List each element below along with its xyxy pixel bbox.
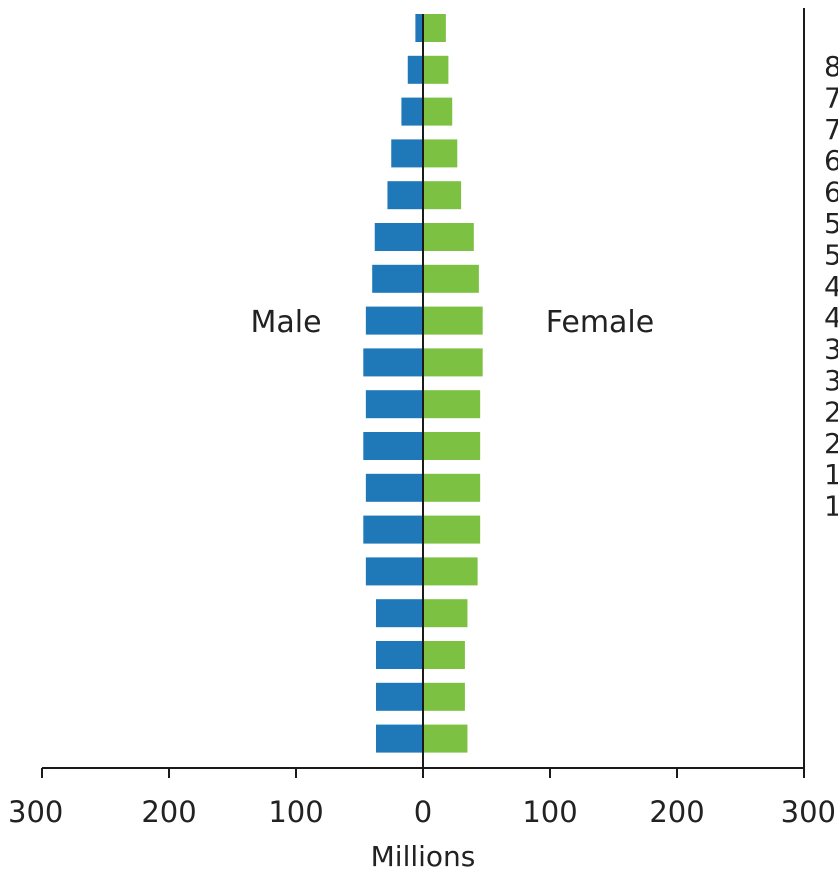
male-bar-5 (387, 181, 423, 210)
age-label-8: 4 (824, 270, 838, 303)
x-tick-label-3: 0 (414, 795, 432, 829)
male-bar-15 (376, 599, 423, 628)
female-bar-14 (423, 557, 478, 586)
age-label-10: 3 (824, 333, 838, 366)
male-bar-3 (401, 97, 423, 126)
male-bar-9 (363, 348, 423, 377)
x-tick-label-2: 100 (268, 795, 323, 829)
female-bar-15 (423, 599, 468, 628)
female-label: Female (546, 305, 654, 340)
female-bar-2 (423, 55, 449, 84)
male-bar-17 (376, 682, 423, 711)
female-bar-17 (423, 682, 465, 711)
female-bar-10 (423, 390, 481, 419)
x-tick-label-4: 100 (522, 795, 577, 829)
male-bar-2 (407, 55, 423, 84)
female-bar-13 (423, 515, 481, 544)
female-bar-7 (423, 264, 479, 293)
male-bar-1 (415, 14, 423, 42)
male-bar-4 (391, 139, 423, 168)
male-label: Male (250, 305, 321, 340)
x-tick-label-1: 200 (141, 795, 196, 829)
age-label-12: 2 (824, 395, 838, 428)
age-label-15: 1 (824, 490, 838, 523)
age-label-9: 4 (824, 301, 838, 334)
female-bar-8 (423, 306, 483, 335)
female-bar-6 (423, 223, 474, 251)
age-label-2: 7 (824, 81, 838, 114)
age-label-3: 7 (824, 113, 838, 146)
x-tick-label-0: 300 (8, 795, 63, 829)
bars-layer (363, 14, 483, 753)
female-bar-5 (423, 181, 462, 210)
age-label-4: 6 (824, 144, 838, 177)
age-label-1: 8 (824, 50, 838, 83)
male-bar-6 (374, 223, 423, 251)
age-label-14: 1 (824, 458, 838, 491)
x-tick-label-6: 300 (781, 795, 836, 829)
x-tick-label-5: 200 (649, 795, 704, 829)
female-bar-12 (423, 473, 481, 502)
male-bar-10 (365, 390, 423, 419)
x-axis-title: Millions (371, 840, 476, 873)
male-bar-14 (365, 557, 423, 586)
age-label-13: 2 (824, 427, 838, 460)
female-bar-1 (423, 14, 446, 42)
male-bar-13 (363, 515, 423, 544)
male-bar-7 (372, 264, 423, 293)
female-bar-16 (423, 641, 465, 669)
age-label-6: 5 (824, 207, 838, 240)
male-bar-16 (376, 641, 423, 669)
female-bar-11 (423, 432, 481, 460)
male-bar-8 (365, 306, 423, 335)
age-label-7: 5 (824, 238, 838, 271)
age-label-5: 6 (824, 176, 838, 209)
x-axis-ticks: 300 200 100 0 100 200 300 (8, 768, 836, 829)
female-bar-3 (423, 97, 453, 126)
male-bar-18 (376, 724, 423, 753)
male-bar-12 (365, 473, 423, 502)
age-label-11: 3 (824, 364, 838, 397)
male-bar-11 (363, 432, 423, 460)
female-bar-4 (423, 139, 458, 168)
female-bar-18 (423, 724, 468, 753)
female-bar-9 (423, 348, 483, 377)
